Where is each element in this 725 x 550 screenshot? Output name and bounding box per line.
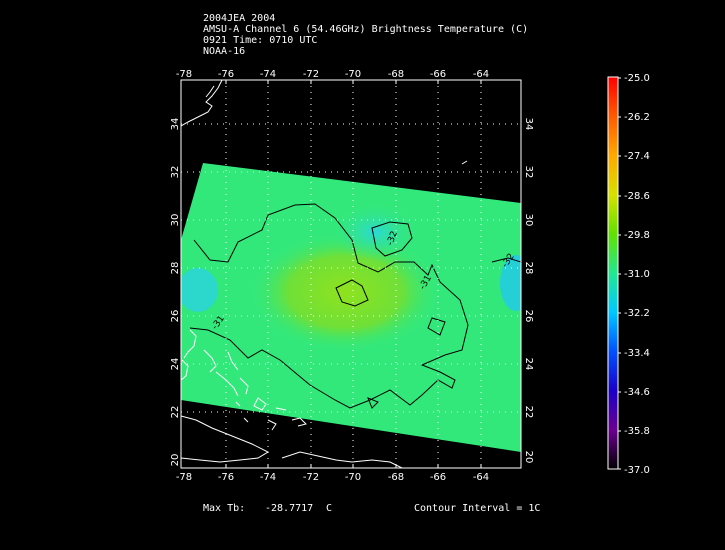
- lat-tick-right: 24: [523, 358, 534, 371]
- lat-tick-left: 26: [170, 310, 181, 323]
- colorbar-tick: -25.0: [624, 73, 650, 84]
- colorbar-tick: -31.0: [624, 269, 650, 280]
- lat-tick-right: 26: [523, 310, 534, 323]
- lat-tick-left: 20: [170, 454, 181, 467]
- colorbar-tick-marks: [618, 77, 621, 470]
- bahamas-exuma: [215, 371, 239, 397]
- contour-32-north: [371, 221, 413, 257]
- lat-tick-right: 30: [523, 214, 534, 227]
- lon-labels-top: -78 -76 -74 -72 -70 -68 -66 -64: [176, 69, 489, 80]
- lon-tick-bottom: -76: [218, 472, 234, 483]
- contour-small: [367, 397, 379, 409]
- max-tb-label: Max Tb:: [203, 503, 246, 514]
- colorbar-tick: -35.8: [624, 426, 650, 437]
- lon-tick-top: -74: [260, 69, 276, 80]
- lon-tick-bottom: -70: [345, 472, 361, 483]
- colorbar-tick: -28.6: [624, 191, 650, 202]
- lon-tick-bottom: -74: [260, 472, 276, 483]
- lat-tick-left: 22: [170, 406, 181, 419]
- bahamas-cat: [227, 351, 239, 371]
- lat-tick-left: 30: [170, 214, 181, 227]
- colorbar-tick: -29.8: [624, 230, 650, 241]
- bahamas-eleuthera: [203, 349, 217, 373]
- lon-tick-bottom: -78: [176, 472, 192, 483]
- cool-region-north: [330, 202, 420, 262]
- outer-banks: [205, 85, 215, 98]
- tick-marks: [225, 80, 482, 468]
- contour-warm-core: [335, 279, 369, 307]
- lon-tick-bottom: -72: [303, 472, 319, 483]
- lat-tick-left: 34: [170, 118, 181, 131]
- contour-31b: [427, 317, 446, 336]
- bahamas-long: [239, 377, 249, 395]
- satellite-name: NOAA-16: [203, 46, 246, 57]
- us-east-coast: [181, 80, 223, 127]
- max-tb-unit: C: [326, 503, 333, 514]
- cool-region-west: [181, 268, 218, 312]
- lat-tick-right: 20: [523, 451, 534, 464]
- colorbar-tick: -32.2: [624, 308, 650, 319]
- lon-tick-top: -68: [388, 69, 404, 80]
- lat-tick-right: 34: [523, 118, 534, 131]
- product-title: AMSU-A Channel 6 (54.46GHz) Brightness T…: [203, 24, 529, 35]
- bahamas-great-abaco: [183, 329, 197, 359]
- hispaniola-coast: [281, 451, 403, 468]
- lon-tick-bottom: -66: [430, 472, 446, 483]
- lat-tick-left: 24: [170, 358, 181, 371]
- contour-interval: Contour Interval = 1C: [414, 503, 541, 514]
- misc-island: [243, 417, 249, 423]
- lat-tick-right: 32: [523, 166, 534, 179]
- contour-32-east: [491, 257, 521, 263]
- colorbar-labels: -25.0 -26.2 -27.4 -28.6 -29.8 -31.0 -32.…: [624, 73, 650, 476]
- map-frame: [180, 79, 522, 469]
- colorbar-tick: -34.6: [624, 387, 650, 398]
- bermuda: [461, 160, 468, 165]
- misc-island-2: [235, 401, 241, 407]
- lat-tick-left: 28: [170, 262, 181, 275]
- bahamas-acklins: [253, 397, 267, 411]
- cuba-coast: [181, 415, 270, 463]
- lat-tick-right: 28: [523, 262, 534, 275]
- product-time: 0921 Time: 0710 UTC: [203, 35, 318, 46]
- warm-core-region: [250, 232, 440, 352]
- lon-tick-top: -78: [176, 69, 192, 80]
- cool-region-east: [500, 255, 521, 311]
- product-year: 2004JEA 2004: [203, 13, 276, 24]
- colorbar-tick: -27.4: [624, 151, 650, 162]
- colorbar-tick: -26.2: [624, 112, 650, 123]
- bahamas-andros: [181, 359, 189, 381]
- lat-tick-right: 22: [523, 406, 534, 419]
- contour-31: [189, 203, 469, 409]
- lon-labels-bottom: -78 -76 -74 -72 -70 -68 -66 -64: [176, 472, 489, 483]
- lat-labels-right: 20 22 24 26 28 30 32 34: [523, 118, 534, 464]
- colorbar-tick: -33.4: [624, 348, 650, 359]
- inagua: [267, 419, 277, 431]
- turks-caicos: [291, 417, 307, 427]
- lon-tick-bottom: -64: [473, 472, 489, 483]
- max-tb-value: -28.7717: [265, 503, 314, 514]
- lon-tick-top: -76: [218, 69, 234, 80]
- lon-tick-top: -70: [345, 69, 361, 80]
- contour-lines: [189, 203, 521, 409]
- lon-tick-top: -72: [303, 69, 319, 80]
- colorbar: [607, 76, 619, 470]
- colorbar-tick: -37.0: [624, 465, 650, 476]
- lon-tick-top: -66: [430, 69, 446, 80]
- lon-tick-bottom: -68: [388, 472, 404, 483]
- lon-tick-top: -64: [473, 69, 489, 80]
- bahamas-mayaguana: [275, 407, 287, 411]
- lat-labels-left: 20 22 24 26 28 30 32 34: [170, 118, 181, 467]
- lat-tick-left: 32: [170, 166, 181, 179]
